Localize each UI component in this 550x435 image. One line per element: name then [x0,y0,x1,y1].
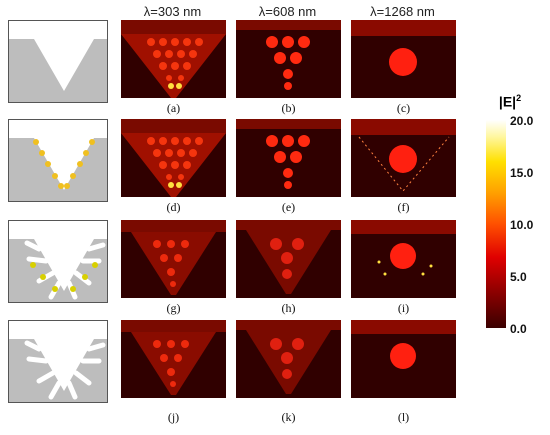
column-header-303nm: λ=303 nm [143,4,202,19]
colorbar-tick-15: 15.0 [510,166,534,180]
colorbar [486,120,506,328]
panel-label-k: (k) [281,410,296,424]
panel-label-j: (j) [167,410,180,424]
colorbar-tick-5: 5.0 [510,270,527,284]
colorbar-tick-10: 10.0 [510,218,534,232]
colorbar-tick-0: 0.0 [510,322,527,336]
panel-label-l: (l) [397,410,410,424]
schematic-v-groove [8,20,108,103]
panel-label-h: (h) [281,301,296,315]
panel-label-b: (b) [281,101,296,115]
panel-label-i: (i) [397,301,410,315]
field-map-g [121,220,226,298]
field-map-c [351,20,456,98]
panel-label-a: (a) [166,101,181,115]
field-map-f [351,119,456,197]
column-header-608nm: λ=608 nm [258,4,317,19]
field-map-e [236,119,341,197]
field-map-i [351,220,456,298]
schematic-v-groove-particles [8,119,108,202]
field-map-h [236,220,341,298]
field-map-d [121,119,226,197]
field-map-b [236,20,341,98]
panel-label-f: (f) [397,200,410,214]
field-map-j [121,320,226,398]
field-map-k [236,320,341,398]
schematic-v-groove-slots-particles [8,220,108,303]
column-header-1268nm: λ=1268 nm [370,4,435,19]
field-map-a [121,20,226,98]
field-map-l [351,320,456,398]
panel-label-e: (e) [281,200,296,214]
colorbar-tick-20: 20.0 [510,114,534,128]
schematic-v-groove-slots [8,320,108,403]
panel-label-d: (d) [166,200,181,214]
panel-label-c: (c) [396,101,411,115]
colorbar-title: |E|2 [498,93,522,110]
panel-label-g: (g) [166,301,181,315]
